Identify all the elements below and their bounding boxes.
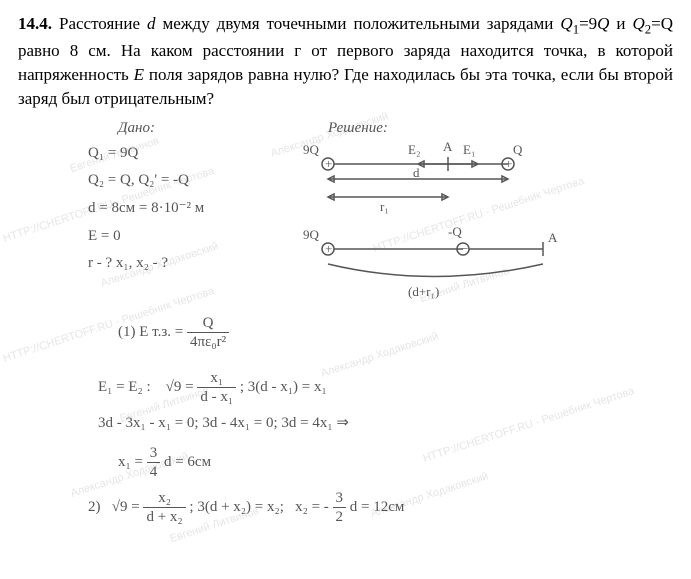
- d1-q2-label: Q: [513, 142, 523, 157]
- line4-x2-num: 3: [333, 489, 347, 508]
- q1-label: Q: [560, 14, 572, 33]
- solution-line-1: E₁ = E₂ : √9 = x₁ d - x₁ ; 3(d - x₁) = x…: [98, 369, 327, 406]
- line3-num: 3: [147, 444, 161, 463]
- svg-text:+: +: [325, 241, 332, 256]
- given-q2: Q₂ = Q, Q₂' = -Q: [88, 171, 189, 189]
- line3-den: 4: [147, 463, 161, 481]
- line4-x2: x₂ = -: [295, 499, 329, 515]
- watermark: Александр Ходаковский: [319, 330, 440, 379]
- diagram-1: 9Q + + Q E₂ A E₁ d r₁: [298, 139, 558, 214]
- formula-1-num: Q: [187, 314, 229, 333]
- line4-end: d = 12см: [350, 499, 405, 515]
- diagram-2: 9Q + − -Q A (d+r₁): [298, 224, 578, 304]
- line1-den: d - x₁: [197, 388, 236, 406]
- q2-label: Q: [633, 14, 645, 33]
- watermark: HTTP://CHERTOFF.RU - Решебник Чертова: [422, 385, 636, 465]
- line4-start: 2): [88, 499, 101, 515]
- line4-mid: ; 3(d + x₂) = x₂;: [189, 499, 283, 515]
- given-header: Дано:: [118, 119, 155, 137]
- var-e: E: [134, 65, 144, 84]
- given-find: r - ? x₁, x₂ - ?: [88, 254, 168, 272]
- line4-x2-den: 2: [333, 508, 347, 526]
- solution-line-3: x₁ = 3 4 d = 6см: [118, 444, 211, 481]
- d1-q1-label: 9Q: [303, 142, 320, 157]
- problem-text-2: между двумя точечными положительными зар…: [163, 14, 554, 33]
- handwritten-solution: Александр Ходаковский Евгений Литвинов H…: [18, 119, 673, 549]
- line1-end: ; 3(d - x₁) = x₁: [240, 379, 327, 395]
- line3-start: x₁ =: [118, 454, 143, 470]
- line1-num: x₁: [197, 369, 236, 388]
- line1-sqrt: √9 =: [166, 379, 194, 395]
- solution-line-4: 2) √9 = x₂ d + x₂ ; 3(d + x₂) = x₂; x₂ =…: [88, 489, 404, 526]
- line4-sqrt: √9 =: [112, 499, 140, 515]
- d2-dr-label: (d+r₁): [408, 284, 439, 299]
- line4-num: x₂: [143, 489, 185, 508]
- svg-text:+: +: [325, 156, 332, 171]
- q1-val: Q: [597, 14, 609, 33]
- given-d: d = 8см = 8·10⁻² м: [88, 199, 204, 217]
- d2-q2-label: -Q: [448, 224, 462, 239]
- given-e: E = 0: [88, 227, 121, 245]
- problem-text-1: Расстояние: [59, 14, 140, 33]
- given-q1: Q₁ = 9Q: [88, 144, 138, 162]
- line4-den: d + x₂: [143, 508, 185, 526]
- d2-q1-label: 9Q: [303, 227, 320, 242]
- formula-1-label: (1) E т.з. =: [118, 324, 183, 340]
- problem-text-3: и: [616, 14, 632, 33]
- d1-d-label: d: [413, 165, 420, 180]
- svg-text:−: −: [461, 241, 468, 256]
- d1-e1-label: E₁: [463, 142, 475, 157]
- problem-statement: 14.4. Расстояние d между двумя точечными…: [18, 12, 673, 111]
- d2-a-label: A: [548, 230, 558, 245]
- d1-r1-label: r₁: [380, 199, 389, 214]
- formula-1-den: 4πε₀r²: [187, 333, 229, 351]
- d1-e2-label: E₂: [408, 142, 420, 157]
- solution-header: Решение:: [328, 119, 388, 137]
- solution-line-2: 3d - 3x₁ - x₁ = 0; 3d - 4x₁ = 0; 3d = 4x…: [98, 414, 349, 432]
- line1-start: E₁ = E₂ :: [98, 379, 151, 395]
- problem-number: 14.4.: [18, 14, 52, 33]
- svg-text:+: +: [505, 156, 512, 171]
- d1-a-label: A: [443, 139, 453, 154]
- var-d: d: [147, 14, 156, 33]
- line3-end: d = 6см: [164, 454, 211, 470]
- q1-eq: =9: [579, 14, 597, 33]
- formula-1: (1) E т.з. = Q 4πε₀r²: [118, 314, 229, 351]
